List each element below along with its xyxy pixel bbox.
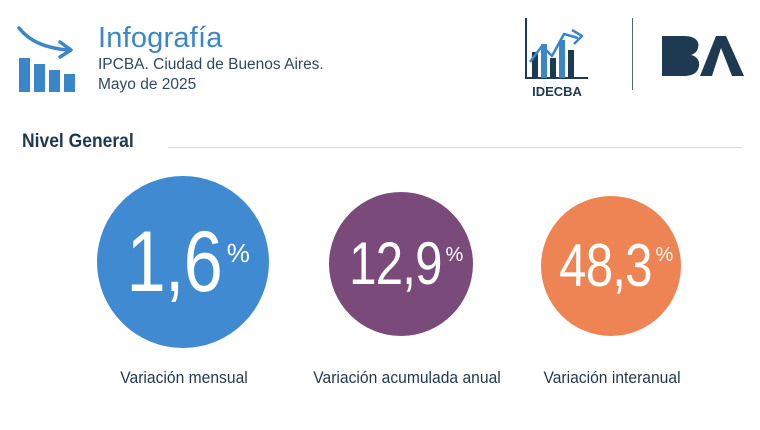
cumulative-variation-value: 12,9 [348,230,442,297]
subtitle-line-2: Mayo de 2025 [98,76,197,93]
monthly-variation-unit: % [226,238,250,268]
page-title: Infografía [98,22,223,54]
monthly-variation-circle: 1,6 % [97,176,269,348]
idecba-logo-text: IDECBA [532,84,582,99]
header-title-block: Infografía IPCBA. Ciudad de Buenos Aires… [98,22,324,94]
yearly-variation-label: Variación interanual [543,368,681,387]
yearly-variation-circle: 48,3 % [541,196,681,336]
logo-divider [632,18,633,90]
cumulative-variation-unit: % [445,244,464,266]
bar-chart-trend-down-icon [17,26,75,92]
yearly-variation-value: 48,3 [558,232,652,299]
ba-logo-text: BA [660,34,662,35]
idecba-logo: IDECBA [525,18,588,99]
monthly-variation-value: 1,6 [126,214,223,310]
cumulative-variation-label: Variación acumulada anual [313,368,501,387]
subtitle-line-1: IPCBA. Ciudad de Buenos Aires. [98,56,324,73]
yearly-variation-unit: % [655,244,674,266]
ba-logo: BA [660,34,744,76]
section-title: Nivel General [22,131,134,152]
cumulative-variation-circle: 12,9 % [329,192,473,336]
section-divider [168,147,742,148]
monthly-variation-label: Variación mensual [120,368,248,387]
